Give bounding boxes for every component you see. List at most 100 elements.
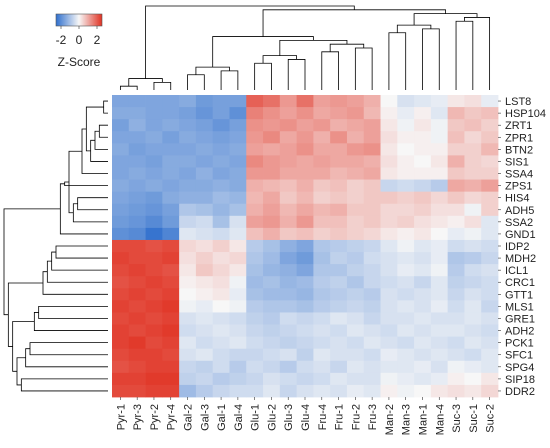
heatmap-cell xyxy=(380,167,398,180)
heatmap-cell xyxy=(195,264,214,277)
heatmap-cell xyxy=(430,215,449,229)
heatmap-cell xyxy=(162,167,180,180)
heatmap-cell xyxy=(313,143,331,156)
heatmap-cell xyxy=(229,348,247,362)
heatmap-cell xyxy=(363,227,381,241)
heatmap-cell xyxy=(296,252,314,265)
heatmap-cell xyxy=(296,300,314,313)
row-label: MDH2 xyxy=(505,253,536,265)
heatmap-cell xyxy=(279,300,298,313)
heatmap-cell xyxy=(464,131,482,144)
heatmap-cell xyxy=(212,300,230,313)
heatmap-cell xyxy=(430,348,449,362)
heatmap-cell xyxy=(464,179,482,193)
heatmap-cell xyxy=(246,360,264,374)
heatmap-cell xyxy=(346,252,365,265)
heatmap-cell xyxy=(447,252,465,265)
heatmap-cell xyxy=(128,107,146,120)
heatmap-cell xyxy=(279,372,298,386)
heatmap-cell xyxy=(128,167,146,180)
heatmap-cell xyxy=(112,191,130,205)
dendrogram-branch xyxy=(321,51,339,90)
heatmap-cell xyxy=(229,264,247,277)
heatmap-cell xyxy=(162,227,180,241)
heatmap-cell xyxy=(481,300,499,313)
heatmap-cell xyxy=(246,384,264,398)
heatmap-cell xyxy=(279,95,298,108)
heatmap-cell xyxy=(313,324,331,337)
heatmap-cell xyxy=(447,131,465,144)
heatmap-cell xyxy=(195,239,214,253)
row-label: ZPS1 xyxy=(505,181,533,193)
heatmap-cell xyxy=(330,252,348,265)
heatmap-cell xyxy=(464,300,482,313)
heatmap-cell xyxy=(263,336,281,350)
heatmap-cell xyxy=(313,179,331,193)
heatmap-cell xyxy=(162,300,180,313)
dendrogram-branch xyxy=(33,312,108,331)
heatmap-cell xyxy=(229,239,247,253)
heatmap-cell xyxy=(447,215,465,229)
heatmap-cell xyxy=(447,336,465,350)
heatmap-cell xyxy=(363,336,381,350)
heatmap-cell xyxy=(279,119,298,132)
row-label: CRC1 xyxy=(505,277,535,289)
colorbar-tick-label: -2 xyxy=(56,33,67,47)
heatmap-cell xyxy=(363,179,381,193)
heatmap-cell xyxy=(263,95,281,108)
heatmap-cell xyxy=(179,324,197,337)
column-label: Fru-2 xyxy=(350,404,362,430)
heatmap-cell xyxy=(212,95,230,108)
row-label: ADH2 xyxy=(505,326,534,338)
heatmap-cell xyxy=(346,143,365,156)
heatmap-cell xyxy=(430,384,449,398)
heatmap-cell xyxy=(212,348,230,362)
row-label: SIP18 xyxy=(505,374,535,386)
heatmap-cell xyxy=(112,179,130,193)
heatmap-cell xyxy=(430,239,449,253)
row-label: ADH5 xyxy=(505,205,534,217)
heatmap-cell xyxy=(212,360,230,374)
heatmap-cell xyxy=(246,372,264,386)
dendrogram-branch xyxy=(7,282,43,347)
heatmap-cell xyxy=(263,360,281,374)
dendrogram-branch xyxy=(25,348,108,368)
dendrogram-branch xyxy=(51,251,108,271)
heatmap-cell xyxy=(380,276,398,289)
row-label: SIS1 xyxy=(505,156,529,168)
heatmap-cell xyxy=(363,252,381,265)
heatmap-cell xyxy=(296,191,314,205)
dendrogram-branch xyxy=(119,85,138,90)
heatmap-cell xyxy=(246,119,264,132)
heatmap-cell xyxy=(195,372,214,386)
colorbar-tick-label: 2 xyxy=(94,33,101,47)
heatmap-cell xyxy=(179,215,197,229)
heatmap-cell xyxy=(212,312,230,325)
column-label: Glu-4 xyxy=(300,404,312,431)
heatmap-cell xyxy=(195,191,214,205)
heatmap-cell xyxy=(179,155,197,168)
column-label: Fru-3 xyxy=(367,404,379,430)
heatmap-cell xyxy=(447,312,465,325)
heatmap-cell xyxy=(128,324,146,337)
heatmap-cell xyxy=(246,203,264,217)
heatmap-cell xyxy=(430,143,449,156)
heatmap-cell xyxy=(246,324,264,337)
heatmap-cell xyxy=(464,119,482,132)
heatmap-cell xyxy=(112,215,130,229)
heatmap-cell xyxy=(179,227,197,241)
column-label: Glu-1 xyxy=(250,404,262,431)
dendrogram-branch xyxy=(55,245,108,259)
heatmap-cell xyxy=(162,384,180,398)
heatmap-cell xyxy=(430,300,449,313)
heatmap-cell xyxy=(246,155,264,168)
heatmap-cell xyxy=(313,360,331,374)
heatmap-cell xyxy=(481,324,499,337)
heatmap-cell xyxy=(346,239,365,253)
heatmap-cell xyxy=(363,203,381,217)
heatmap-cell xyxy=(380,336,398,350)
heatmap-cell xyxy=(346,227,365,241)
row-dendrogram xyxy=(3,100,108,392)
heatmap-cell xyxy=(145,215,163,229)
heatmap-cell xyxy=(447,372,465,386)
